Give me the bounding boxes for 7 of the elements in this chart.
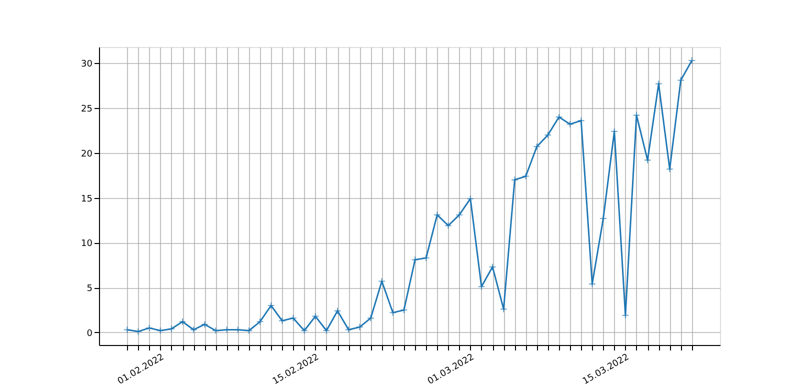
y-tick-label: 0 bbox=[86, 328, 93, 339]
y-tick-label: 15 bbox=[81, 194, 92, 204]
y-tick-label: 25 bbox=[81, 104, 92, 115]
y-tick-label: 20 bbox=[81, 149, 93, 160]
y-tick-label: 10 bbox=[81, 239, 93, 250]
y-tick-label: 30 bbox=[81, 60, 93, 70]
y-tick-label: 5 bbox=[86, 284, 92, 294]
